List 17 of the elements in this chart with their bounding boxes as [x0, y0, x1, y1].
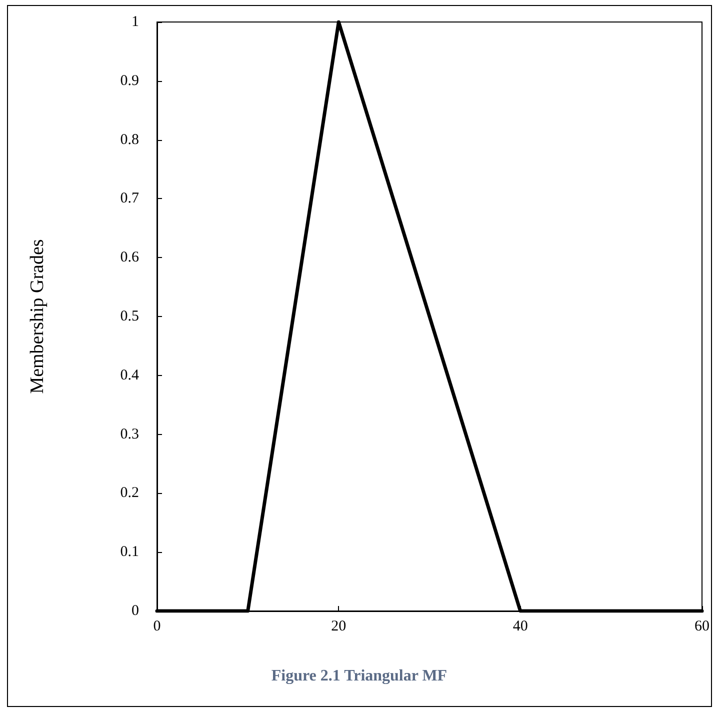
y-tick-label: 0.9: [120, 72, 139, 89]
y-tick-label: 0.6: [120, 250, 140, 266]
y-tick-label: 0.4: [120, 367, 140, 384]
y-tick-label: 1: [132, 14, 139, 30]
caption: Figure 2.1 Triangular MF: [271, 668, 448, 684]
x-tick-label: 20: [331, 618, 346, 634]
y-tick-label: 0.2: [120, 485, 139, 502]
y-tick-label: 0.1: [120, 544, 139, 560]
x-tick-label: 0: [153, 618, 161, 634]
y-tick-label: 0.3: [120, 426, 139, 442]
y-axis-title: Membership Grades: [27, 239, 48, 394]
y-tick-label: 0: [132, 603, 139, 619]
y-tick-label: 0.8: [120, 132, 139, 148]
x-tick-label: 60: [694, 618, 710, 634]
x-tick-label: 40: [512, 618, 528, 634]
y-tick-label: 0.7: [120, 190, 140, 207]
y-tick-label: 0.5: [120, 308, 139, 324]
